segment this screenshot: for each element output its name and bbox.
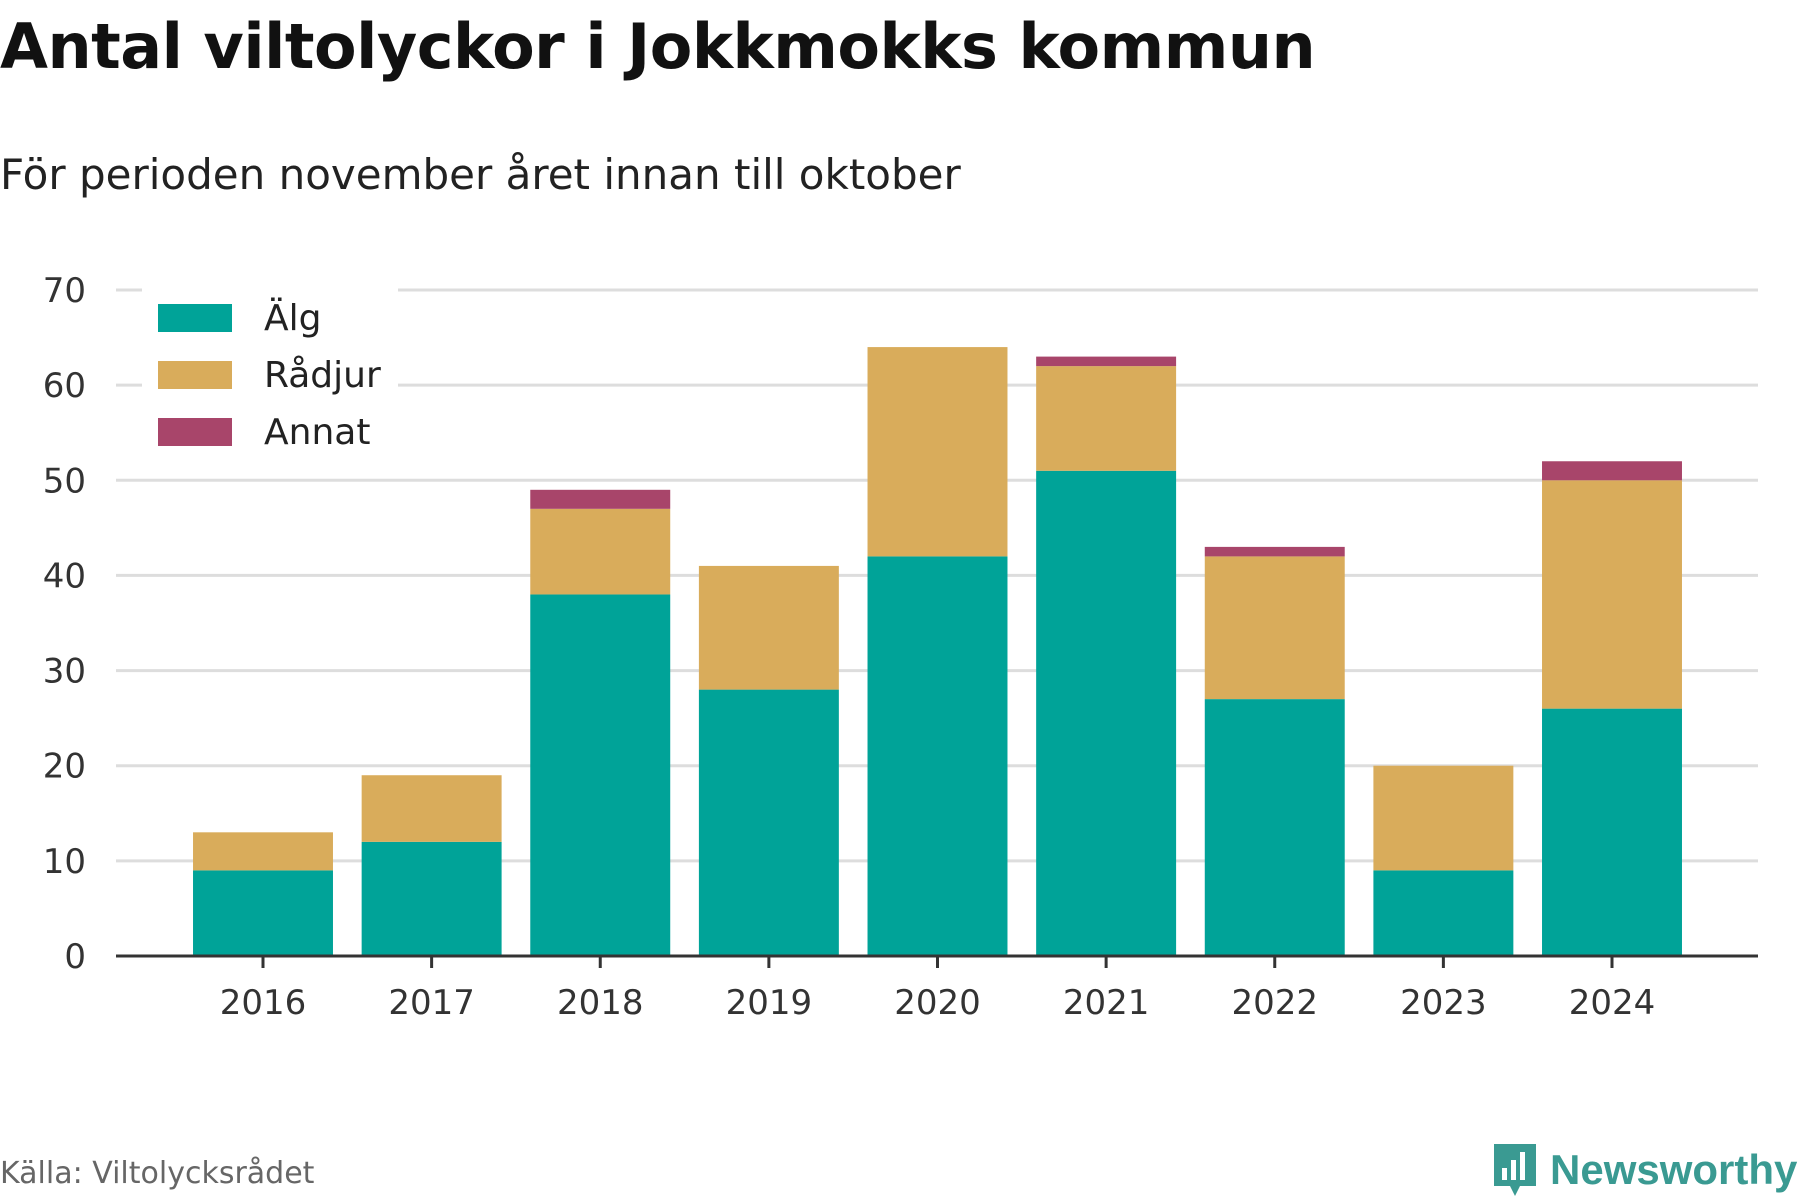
bar-segment-annat	[1036, 356, 1177, 367]
bar-segment-rådjur	[867, 347, 1008, 557]
x-tick-label: 2024	[1569, 983, 1656, 1023]
bar-segment-rådjur	[361, 775, 502, 842]
x-tick-label: 2019	[726, 983, 813, 1023]
legend-swatch	[158, 418, 232, 446]
bar-segment-rådjur	[698, 565, 839, 690]
legend-label: Rådjur	[264, 355, 381, 396]
y-tick-label: 60	[43, 366, 86, 406]
bar-segment-älg	[1036, 470, 1177, 956]
bar-segment-älg	[867, 556, 1008, 956]
y-tick-label: 40	[43, 556, 86, 596]
bar-segment-annat	[1204, 546, 1345, 557]
newsworthy-logo-icon	[1494, 1144, 1536, 1196]
legend-swatch	[158, 361, 232, 389]
y-tick-label: 30	[43, 652, 86, 692]
bar-segment-älg	[1542, 708, 1682, 956]
source-note: Källa: Viltolycksrådet	[0, 1156, 315, 1191]
x-axis: 2016 2017 2018 2019 2020 2021 2022 2023 2024	[116, 954, 1758, 1023]
bar-segment-rådjur	[1036, 366, 1177, 471]
x-tick-label: 2018	[557, 983, 644, 1023]
y-tick-label: 0	[64, 937, 86, 977]
y-tick-label: 50	[43, 461, 86, 501]
legend-swatch	[158, 304, 232, 332]
legend-label: Älg	[264, 297, 321, 339]
chart-title: Antal viltolyckor i Jokkmokks kommun	[0, 10, 1316, 83]
bar-segment-annat	[1542, 461, 1682, 481]
x-tick-label: 2022	[1231, 983, 1318, 1023]
bar-segment-älg	[361, 841, 502, 956]
y-axis-ticks: 0 10 20 30 40 50 60 70	[43, 271, 86, 977]
bar-segment-älg	[1204, 699, 1345, 956]
y-tick-label: 10	[43, 842, 86, 882]
chart-subtitle: För perioden november året innan till ok…	[0, 150, 961, 199]
bar-segment-annat	[530, 489, 671, 509]
x-tick-label: 2016	[220, 983, 307, 1023]
y-tick-label: 20	[43, 747, 86, 787]
bar-segment-älg	[530, 594, 671, 956]
brand-logo: Newsworthy	[1490, 1140, 1797, 1200]
bar-segment-älg	[1373, 870, 1514, 956]
bar-segment-rådjur	[530, 508, 671, 595]
bar-segment-rådjur	[1373, 765, 1514, 871]
x-tick-label: 2020	[894, 983, 981, 1023]
x-tick-label: 2017	[388, 983, 475, 1023]
bars	[193, 347, 1682, 956]
legend-label: Annat	[264, 412, 370, 453]
x-tick-label: 2023	[1400, 983, 1487, 1023]
bar-segment-rådjur	[1204, 556, 1345, 700]
brand-name: Newsworthy	[1550, 1146, 1798, 1193]
bar-segment-älg	[193, 870, 333, 956]
legend: Älg Rådjur Annat	[142, 282, 398, 462]
bar-segment-rådjur	[1542, 480, 1682, 709]
x-tick-label: 2021	[1063, 983, 1150, 1023]
y-tick-label: 70	[43, 271, 86, 311]
bar-segment-rådjur	[193, 832, 333, 871]
bar-segment-älg	[698, 689, 839, 956]
